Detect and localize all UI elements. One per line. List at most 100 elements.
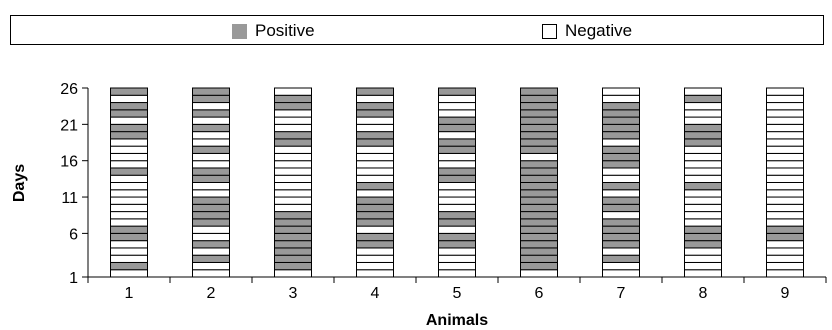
day-segment-positive	[192, 240, 230, 249]
bar-animal-9	[766, 87, 804, 278]
day-segment-negative	[766, 152, 804, 162]
day-segment-positive	[438, 211, 476, 220]
day-segment-negative	[274, 174, 312, 184]
day-segment-positive	[684, 94, 722, 104]
day-segment-negative	[602, 87, 640, 96]
day-segment-positive	[192, 174, 230, 184]
day-segment-negative	[520, 269, 558, 278]
day-segment-positive	[356, 102, 394, 111]
bars-layer	[110, 87, 804, 278]
x-tick-label: 7	[617, 285, 626, 302]
x-tick-label: 3	[289, 285, 298, 302]
legend-label-negative: Negative	[565, 21, 633, 40]
day-segment-negative	[602, 94, 640, 104]
x-tick-label: 2	[207, 285, 216, 302]
day-segment-negative	[766, 123, 804, 133]
legend-item-negative: Negative	[542, 22, 632, 40]
day-segment-negative	[438, 261, 476, 271]
day-segment-negative	[274, 152, 312, 162]
day-segment-positive	[520, 247, 558, 256]
day-segment-positive	[602, 232, 640, 242]
day-segment-negative	[438, 160, 476, 169]
day-segment-negative	[110, 240, 148, 249]
day-segment-negative	[274, 182, 312, 191]
bar-animal-2	[192, 87, 230, 278]
bar-animal-8	[684, 87, 722, 278]
day-segment-positive	[520, 182, 558, 191]
day-segment-negative	[192, 102, 230, 111]
day-segment-positive	[274, 138, 312, 147]
day-segment-negative	[356, 247, 394, 256]
day-segment-negative	[766, 109, 804, 118]
day-segment-negative	[684, 152, 722, 162]
day-segment-positive	[192, 196, 230, 205]
day-segment-positive	[602, 145, 640, 154]
day-segment-negative	[766, 145, 804, 154]
day-segment-negative	[766, 269, 804, 278]
day-segment-negative	[684, 196, 722, 205]
day-segment-positive	[192, 254, 230, 263]
day-segment-positive	[602, 123, 640, 133]
day-segment-positive	[438, 123, 476, 133]
day-segment-negative	[274, 167, 312, 176]
day-segment-negative	[602, 269, 640, 278]
day-segment-negative	[192, 269, 230, 278]
day-segment-positive	[520, 167, 558, 176]
day-segment-negative	[684, 116, 722, 125]
y-tick-label: 21	[60, 117, 78, 134]
y-tick-label: 11	[61, 190, 78, 207]
day-segment-positive	[602, 203, 640, 213]
day-segment-positive	[520, 232, 558, 242]
day-segment-positive	[192, 167, 230, 176]
day-segment-negative	[192, 160, 230, 169]
day-segment-positive	[602, 240, 640, 249]
day-segment-positive	[684, 123, 722, 133]
day-segment-positive	[438, 116, 476, 125]
day-segment-positive	[520, 131, 558, 140]
day-segment-positive	[274, 247, 312, 256]
day-segment-negative	[766, 116, 804, 125]
day-segment-positive	[110, 261, 148, 271]
day-segment-negative	[110, 218, 148, 227]
day-segment-positive	[438, 240, 476, 249]
day-segment-positive	[602, 152, 640, 162]
day-segment-negative	[110, 254, 148, 263]
day-segment-negative	[192, 152, 230, 162]
day-segment-positive	[274, 261, 312, 271]
day-segment-positive	[192, 87, 230, 96]
day-segment-positive	[520, 102, 558, 111]
day-segment-negative	[110, 138, 148, 147]
day-segment-negative	[274, 160, 312, 169]
day-segment-negative	[356, 189, 394, 198]
day-segment-positive	[110, 167, 148, 176]
day-segment-negative	[356, 269, 394, 278]
day-segment-positive	[766, 232, 804, 242]
day-segment-negative	[110, 94, 148, 104]
bar-animal-5	[438, 87, 476, 278]
day-segment-positive	[520, 145, 558, 154]
day-segment-negative	[192, 261, 230, 271]
day-segment-negative	[274, 196, 312, 205]
day-segment-negative	[110, 211, 148, 220]
day-segment-negative	[110, 145, 148, 154]
day-segment-positive	[274, 240, 312, 249]
day-segment-positive	[520, 203, 558, 213]
day-segment-negative	[110, 182, 148, 191]
legend-swatch-positive	[232, 23, 247, 39]
day-segment-positive	[274, 94, 312, 104]
day-segment-positive	[602, 160, 640, 169]
day-segment-negative	[766, 261, 804, 271]
day-segment-negative	[766, 102, 804, 111]
day-segment-negative	[766, 247, 804, 256]
day-segment-positive	[602, 182, 640, 191]
x-tick-label: 5	[453, 285, 462, 302]
bar-animal-4	[356, 87, 394, 278]
day-segment-positive	[356, 131, 394, 140]
day-segment-positive	[602, 225, 640, 234]
day-segment-positive	[356, 240, 394, 249]
day-segment-positive	[192, 203, 230, 213]
day-segment-positive	[520, 123, 558, 133]
day-segment-positive	[520, 196, 558, 205]
bar-animal-7	[602, 87, 640, 278]
day-segment-negative	[438, 109, 476, 118]
